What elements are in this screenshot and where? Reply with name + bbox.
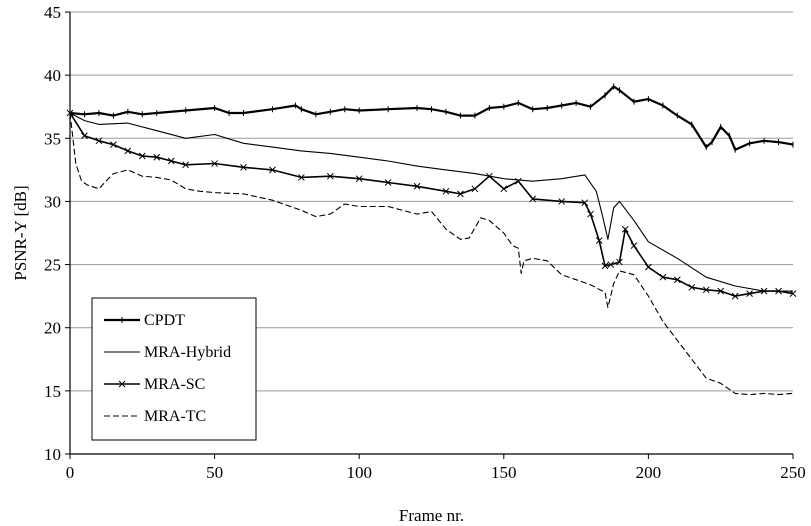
y-tick-label: 15 — [44, 382, 61, 401]
data-point — [702, 286, 710, 294]
data-point — [717, 287, 725, 295]
data-point — [775, 287, 782, 295]
x-tick-label: 150 — [491, 463, 517, 482]
legend-item: MRA-TC — [104, 408, 206, 425]
data-point — [731, 292, 739, 300]
data-point — [621, 225, 629, 233]
data-point — [607, 261, 615, 268]
y-tick-label: 45 — [44, 3, 61, 22]
x-tick-label: 50 — [206, 463, 223, 482]
series-line — [69, 112, 794, 297]
legend-label: MRA-Hybrid — [144, 344, 231, 361]
axes — [65, 11, 794, 459]
data-point — [384, 179, 392, 186]
tick-labels: 10 15 20 25 30 35 40 45 0 50 100 150 200 250 — [44, 3, 806, 482]
data-point — [211, 160, 218, 167]
data-point — [601, 262, 609, 270]
y-tick-label: 40 — [44, 66, 61, 85]
x-axis-title: Frame nr. — [399, 506, 464, 525]
legend-item: MRA-Hybrid — [104, 344, 231, 361]
data-point — [442, 187, 450, 195]
data-point — [167, 157, 175, 165]
data-point — [587, 210, 594, 218]
data-point — [471, 185, 479, 193]
data-point — [630, 242, 638, 249]
data-point — [95, 137, 103, 145]
data-point — [746, 290, 753, 297]
legend-label: MRA-SC — [144, 376, 205, 393]
data-point — [485, 172, 493, 180]
legend-label: CPDT — [144, 312, 185, 329]
data-point — [789, 290, 797, 297]
data-point — [514, 177, 522, 185]
data-point — [240, 163, 247, 171]
data-point — [269, 166, 276, 174]
data-point — [645, 263, 652, 271]
series-mra-sc — [66, 109, 797, 300]
data-point — [529, 195, 537, 203]
x-tick-label: 100 — [346, 463, 372, 482]
data-point — [413, 182, 421, 190]
series-cpdt — [69, 83, 794, 153]
data-point — [138, 152, 146, 160]
y-tick-label: 25 — [44, 256, 61, 275]
data-point — [81, 132, 88, 140]
legend-item: MRA-SC — [104, 376, 205, 393]
x-tick-label: 250 — [780, 463, 806, 482]
data-point — [688, 283, 696, 291]
y-axis-title: PSNR-Y [dB] — [11, 185, 30, 280]
data-point — [581, 199, 589, 207]
series-lines — [66, 83, 797, 396]
legend: CPDT MRA-Hybrid MRA-SC MRA-TC — [91, 297, 257, 441]
legend-item: CPDT — [104, 312, 185, 329]
data-point — [355, 175, 363, 183]
legend-marker — [118, 380, 126, 388]
y-tick-label: 20 — [44, 319, 61, 338]
x-tick-label: 200 — [636, 463, 662, 482]
data-point — [673, 276, 681, 284]
y-tick-label: 35 — [44, 129, 61, 148]
data-point — [182, 161, 190, 169]
y-tick-label: 30 — [44, 192, 61, 211]
series-line — [69, 85, 794, 151]
y-tick-label: 10 — [44, 445, 61, 464]
x-tick-label: 0 — [66, 463, 75, 482]
data-point — [616, 258, 623, 266]
data-point — [124, 147, 132, 155]
data-point — [558, 198, 565, 205]
data-point — [500, 185, 508, 193]
legend-label: MRA-TC — [144, 408, 206, 425]
series-mra-tc — [69, 112, 794, 396]
data-point — [595, 237, 603, 244]
data-point — [760, 287, 768, 295]
legend-box — [91, 297, 257, 441]
data-point — [457, 190, 464, 198]
data-point — [326, 172, 334, 180]
series-line — [69, 112, 794, 396]
data-point — [298, 174, 305, 181]
data-point — [110, 141, 117, 148]
data-point — [153, 153, 161, 161]
data-point — [659, 273, 667, 281]
